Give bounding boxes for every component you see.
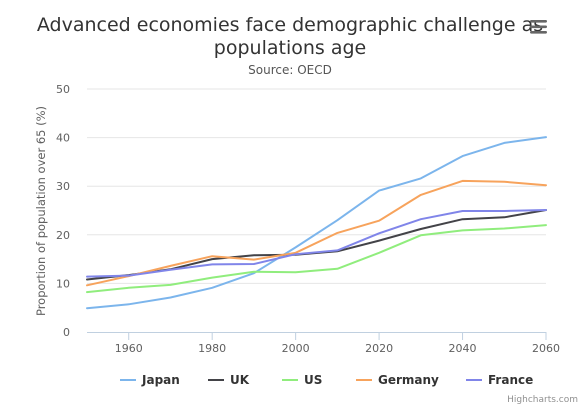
chart-title: Advanced economies face demographic chal… <box>37 14 543 59</box>
x-tick-label: 2060 <box>532 342 560 355</box>
x-tick-label: 2020 <box>365 342 393 355</box>
chart-subtitle: Source: OECD <box>248 63 332 77</box>
series-line-germany[interactable] <box>86 179 547 287</box>
legend: Japan UK US Germany France <box>120 373 533 387</box>
legend-item-japan[interactable]: Japan <box>120 373 180 387</box>
legend-item-us[interactable]: US <box>282 373 322 387</box>
menu-icon[interactable] <box>530 20 547 34</box>
grid-lines <box>87 88 546 284</box>
x-tick-label: 2000 <box>282 342 310 355</box>
x-tick-label: 2040 <box>449 342 477 355</box>
x-tick-label: 1960 <box>115 342 143 355</box>
chart-title-line-1: Advanced economies face demographic chal… <box>37 14 543 36</box>
legend-label: US <box>304 373 322 387</box>
y-tick-label: 0 <box>63 326 70 339</box>
legend-item-uk[interactable]: UK <box>208 373 250 387</box>
series-lines <box>86 136 547 310</box>
legend-label: UK <box>230 373 250 387</box>
x-tick-label: 1980 <box>198 342 226 355</box>
series-line-japan[interactable] <box>86 136 547 310</box>
y-tick-label: 10 <box>56 277 70 290</box>
legend-item-germany[interactable]: Germany <box>356 373 439 387</box>
y-tick-label: 20 <box>56 229 70 242</box>
legend-item-france[interactable]: France <box>466 373 533 387</box>
legend-label: Japan <box>141 373 180 387</box>
chart-title-line-2: populations age <box>214 37 366 59</box>
series-line-us[interactable] <box>86 224 547 294</box>
y-tick-label: 50 <box>56 83 70 96</box>
legend-label: France <box>488 373 533 387</box>
y-tick-label: 40 <box>56 132 70 145</box>
y-axis-title: Proportion of population over 65 (%) <box>34 106 48 316</box>
legend-label: Germany <box>378 373 439 387</box>
series-line-france[interactable] <box>86 209 547 278</box>
y-tick-label: 30 <box>56 180 70 193</box>
axes: 0 10 20 30 40 50 1960 1980 2000 2020 2040 2060 <box>56 83 560 355</box>
credits-link[interactable]: Highcharts.com <box>507 395 578 405</box>
